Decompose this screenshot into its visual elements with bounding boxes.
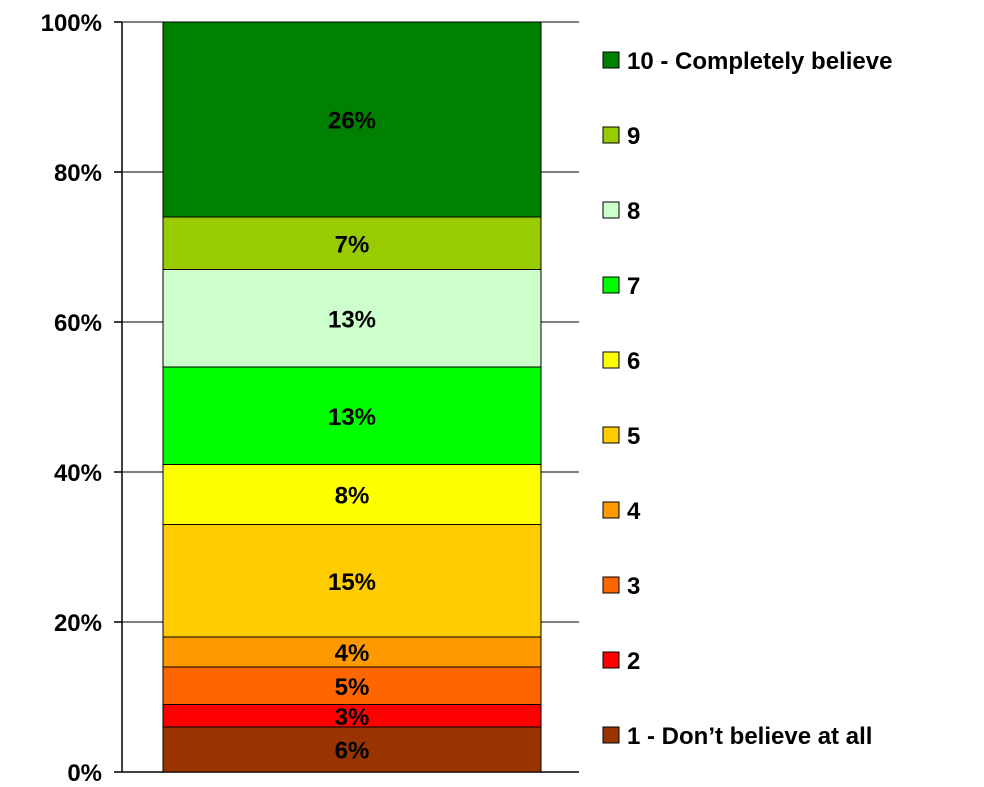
bar-segment: [162, 464, 542, 525]
y-tick-label: 60%: [54, 310, 102, 337]
bar-segments: [162, 21, 542, 773]
legend-label: 10 - Completely believe: [627, 48, 892, 75]
data-label: 13%: [328, 404, 376, 431]
legend-label: 8: [627, 198, 640, 225]
data-label: 7%: [335, 231, 370, 258]
data-labels: 6% 3% 5% 4% 15% 8% 13% 13% 7% 26%: [328, 108, 376, 765]
legend-swatch: [602, 576, 620, 594]
data-label: 26%: [328, 108, 376, 135]
legend-swatch: [602, 351, 620, 369]
y-tick-label: 100%: [41, 10, 102, 37]
legend-label: 3: [627, 573, 640, 600]
bar-segment: [162, 524, 542, 638]
y-tick-label: 20%: [54, 610, 102, 637]
bar-segment: [162, 269, 542, 368]
legend-label: 9: [627, 123, 640, 150]
legend-label: 4: [627, 498, 641, 525]
bar-segment: [162, 21, 542, 218]
bar-segment: [162, 366, 542, 465]
legend-swatch: [602, 426, 620, 444]
bar-segment: [162, 666, 542, 705]
data-label: 5%: [335, 674, 370, 701]
data-label: 13%: [328, 306, 376, 333]
legend: 10 - Completely believe 9 8 7 6 5 4 3 2 1 - Don’t…: [602, 48, 892, 750]
bar-segment: [162, 726, 542, 773]
data-label: 8%: [335, 483, 370, 510]
bar-segment: [162, 216, 542, 270]
legend-swatch: [602, 501, 620, 519]
y-tick-label: 80%: [54, 160, 102, 187]
legend-swatch: [602, 651, 620, 669]
data-label: 6%: [335, 738, 370, 765]
legend-label: 6: [627, 348, 640, 375]
legend-swatch: [602, 51, 620, 69]
data-label: 4%: [335, 640, 370, 667]
legend-label: 5: [627, 423, 640, 450]
data-label: 15%: [328, 569, 376, 596]
legend-swatch: [602, 726, 620, 744]
legend-swatch: [602, 126, 620, 144]
legend-label: 1 - Don’t believe at all: [627, 723, 872, 750]
legend-label: 2: [627, 648, 640, 675]
bar-segment: [162, 636, 542, 668]
legend-swatch: [602, 276, 620, 294]
y-axis: 0% 20% 40% 60% 80% 100%: [41, 10, 579, 787]
legend-swatch: [602, 201, 620, 219]
data-label: 3%: [335, 704, 370, 731]
legend-label: 7: [627, 273, 640, 300]
y-tick-label: 40%: [54, 460, 102, 487]
y-tick-label: 0%: [67, 760, 102, 787]
